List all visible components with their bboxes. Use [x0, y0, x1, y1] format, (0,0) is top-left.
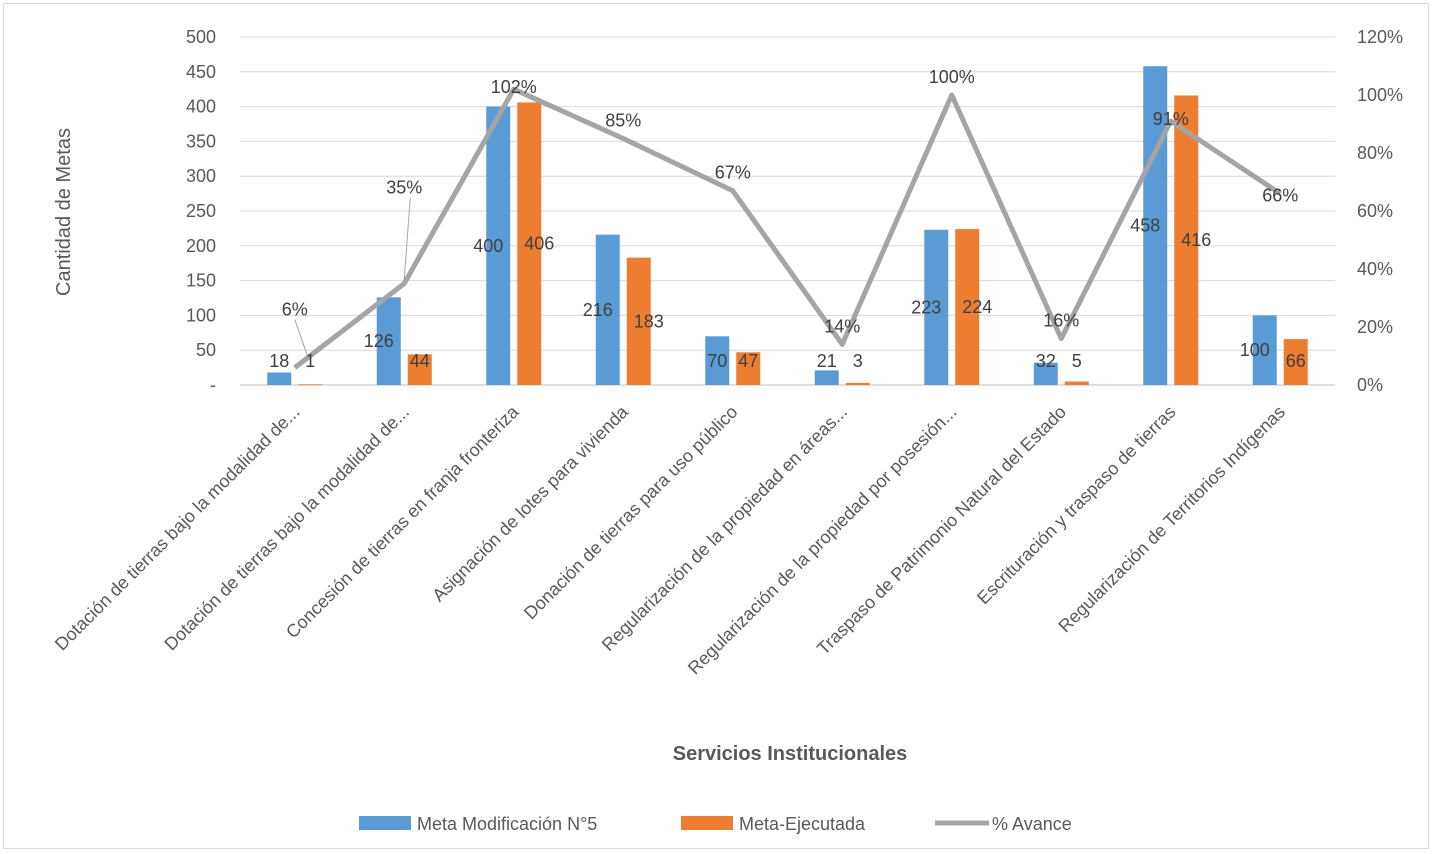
bar-meta-modificacion	[1033, 362, 1058, 385]
bar-meta-ejecutada	[1064, 381, 1089, 385]
bar-meta-ejecutada	[298, 384, 323, 386]
x-category-label: Regularización de la propiedad en áreas.…	[598, 402, 851, 655]
bar-meta-ejecutada	[1174, 95, 1199, 386]
x-category-label: Dotación de tierras bajo la modalidad de…	[51, 402, 304, 655]
x-axis-categories: Dotación de tierras bajo la modalidad de…	[51, 401, 1289, 678]
y-tick-label: 300	[186, 166, 216, 186]
y2-tick-label: 40%	[1357, 259, 1393, 279]
data-label-meta-modificacion: 400	[473, 236, 503, 256]
data-label-meta-modificacion: 216	[583, 300, 613, 320]
data-label-meta-modificacion: 223	[911, 297, 941, 317]
data-label-avance: 102%	[491, 77, 537, 97]
avance-polyline	[293, 86, 1282, 370]
data-label-meta-ejecutada: 183	[634, 311, 664, 331]
x-category-label: Traspaso de Patrimonio Natural del Estad…	[813, 402, 1070, 659]
x-category-label: Escrituración y traspaso de tierras	[973, 402, 1180, 609]
y-axis-ticks: - 50 100 150 200 250 300 350 400 450 500	[186, 27, 216, 395]
data-label-meta-ejecutada: 5	[1072, 351, 1082, 371]
chart-frame	[3, 3, 1429, 849]
y-tick-label: 50	[196, 340, 216, 360]
bar-meta-modificacion	[705, 336, 730, 385]
data-label-meta-modificacion: 32	[1036, 351, 1056, 371]
data-label-avance: 91%	[1153, 109, 1189, 129]
data-label-meta-ejecutada: 1	[305, 351, 315, 371]
bar-meta-ejecutada	[955, 229, 980, 385]
data-label-meta-ejecutada: 66	[1286, 351, 1306, 371]
avance-line	[293, 86, 1282, 370]
bar-meta-modificacion	[814, 370, 839, 385]
y2-tick-label: 60%	[1357, 201, 1393, 221]
bar-meta-ejecutada	[736, 352, 761, 385]
y-tick-label: 100	[186, 305, 216, 325]
y-tick-label: 500	[186, 27, 216, 47]
bars	[267, 66, 1308, 386]
y-tick-label: 400	[186, 97, 216, 117]
leader-line	[403, 197, 411, 280]
x-category-label: Asignación de lotes para vivienda	[428, 401, 632, 605]
y2-tick-label: 100%	[1357, 85, 1403, 105]
bar-meta-modificacion	[1143, 66, 1168, 386]
data-label-meta-ejecutada: 406	[524, 234, 554, 254]
data-label-meta-modificacion: 458	[1130, 216, 1160, 236]
bar-meta-ejecutada	[517, 102, 542, 385]
bar-meta-modificacion	[924, 229, 949, 385]
data-label-avance: 14%	[824, 316, 860, 336]
x-category-label: Regularización de Territorios Indígenas	[1054, 402, 1289, 637]
bar-meta-modificacion	[376, 297, 401, 385]
data-label-meta-modificacion: 18	[269, 351, 289, 371]
gridlines	[240, 36, 1335, 386]
legend-swatch-meta-modificacion	[359, 816, 411, 830]
y-tick-label: 150	[186, 271, 216, 291]
bar-meta-ejecutada	[407, 354, 432, 385]
legend-label-meta-modificacion: Meta Modificación N°5	[417, 814, 597, 834]
data-label-avance: 6%	[282, 300, 308, 320]
legend-swatch-meta-ejecutada	[681, 816, 733, 830]
x-category-label: Donación de tierras para uso público	[520, 402, 741, 623]
x-axis-title: Servicios Institucionales	[673, 743, 908, 765]
bar-meta-modificacion	[267, 372, 292, 385]
data-label-meta-ejecutada: 224	[962, 297, 992, 317]
y-tick-label: 200	[186, 236, 216, 256]
data-label-avance: 67%	[715, 163, 751, 183]
bar-meta-ejecutada	[626, 257, 651, 385]
y2-tick-label: 20%	[1357, 317, 1393, 337]
y-tick-label: -	[210, 375, 216, 395]
data-label-meta-ejecutada: 44	[410, 351, 430, 371]
legend-label-meta-ejecutada: Meta-Ejecutada	[739, 814, 866, 834]
data-label-meta-modificacion: 126	[364, 331, 394, 351]
data-label-meta-modificacion: 70	[707, 351, 727, 371]
x-category-label: Dotación de tierras bajo la modalidad de…	[160, 402, 413, 655]
x-category-label: Concesión de tierras en franja fronteriz…	[282, 401, 523, 642]
y-tick-label: 450	[186, 62, 216, 82]
data-label-avance: 16%	[1043, 311, 1079, 331]
data-label-avance: 35%	[386, 178, 422, 198]
bar-meta-ejecutada	[845, 382, 870, 385]
data-label-meta-modificacion: 100	[1240, 340, 1270, 360]
y-tick-label: 350	[186, 131, 216, 151]
data-label-meta-ejecutada: 3	[853, 351, 863, 371]
bar-meta-modificacion	[1252, 315, 1277, 385]
data-label-meta-modificacion: 21	[817, 351, 837, 371]
y-axis-title: Cantidad de Metas	[53, 128, 75, 296]
y2-axis-ticks: 0% 20% 40% 60% 80% 100% 120%	[1357, 27, 1403, 395]
legend: Meta Modificación N°5 Meta-Ejecutada % Ava…	[359, 814, 1072, 834]
data-label-avance: 100%	[929, 67, 975, 87]
data-label-meta-ejecutada: 47	[738, 351, 758, 371]
y2-tick-label: 120%	[1357, 27, 1403, 47]
bar-meta-modificacion	[595, 234, 620, 385]
y-tick-label: 250	[186, 201, 216, 221]
y2-tick-label: 0%	[1357, 375, 1383, 395]
bar-meta-ejecutada	[1283, 339, 1308, 385]
leader-line	[294, 319, 310, 360]
data-label-avance: 66%	[1262, 186, 1298, 206]
data-label-meta-ejecutada: 416	[1181, 230, 1211, 250]
data-label-avance: 85%	[605, 111, 641, 131]
y2-tick-label: 80%	[1357, 143, 1393, 163]
legend-label-avance: % Avance	[992, 814, 1072, 834]
bar-meta-modificacion	[486, 106, 511, 385]
data-labels: 18 1 126 44 400 406 216 183 70 47 21 3 223 224 32 5 458 4…	[269, 67, 1306, 371]
